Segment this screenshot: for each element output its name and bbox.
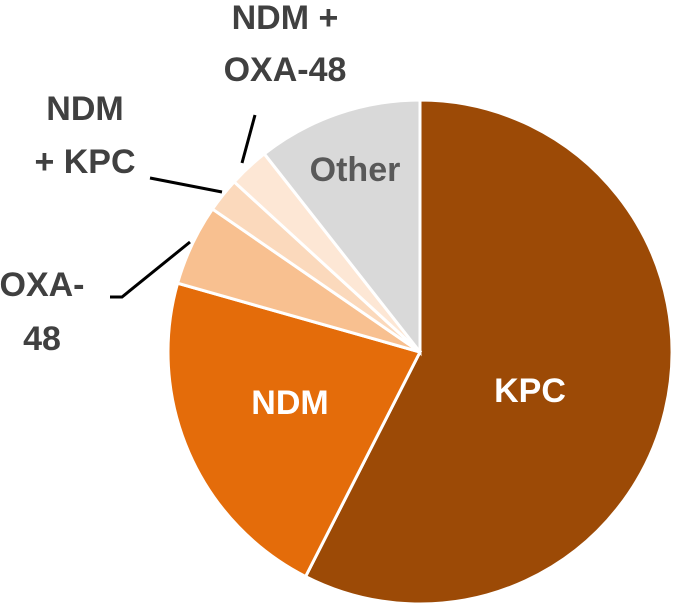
slice-label: NDM (251, 384, 328, 422)
leader-line (149, 176, 223, 194)
labels: KPC NDM OXA-48 NDM + KPC NDM + OXA-48 Other (0, 0, 566, 422)
pie-slice (262, 98, 422, 357)
pie (166, 98, 674, 604)
slice-label: NDM + OXA-48 (224, 0, 347, 89)
slice-label: OXA-48 (0, 266, 85, 358)
slice-label: KPC (494, 372, 566, 410)
slice-label: NDM + KPC (34, 90, 135, 181)
slice-label: Other (310, 151, 401, 189)
leader-line (240, 114, 257, 164)
leader-line (110, 240, 191, 299)
pie-slice (166, 281, 423, 579)
pie-slice (303, 98, 674, 604)
